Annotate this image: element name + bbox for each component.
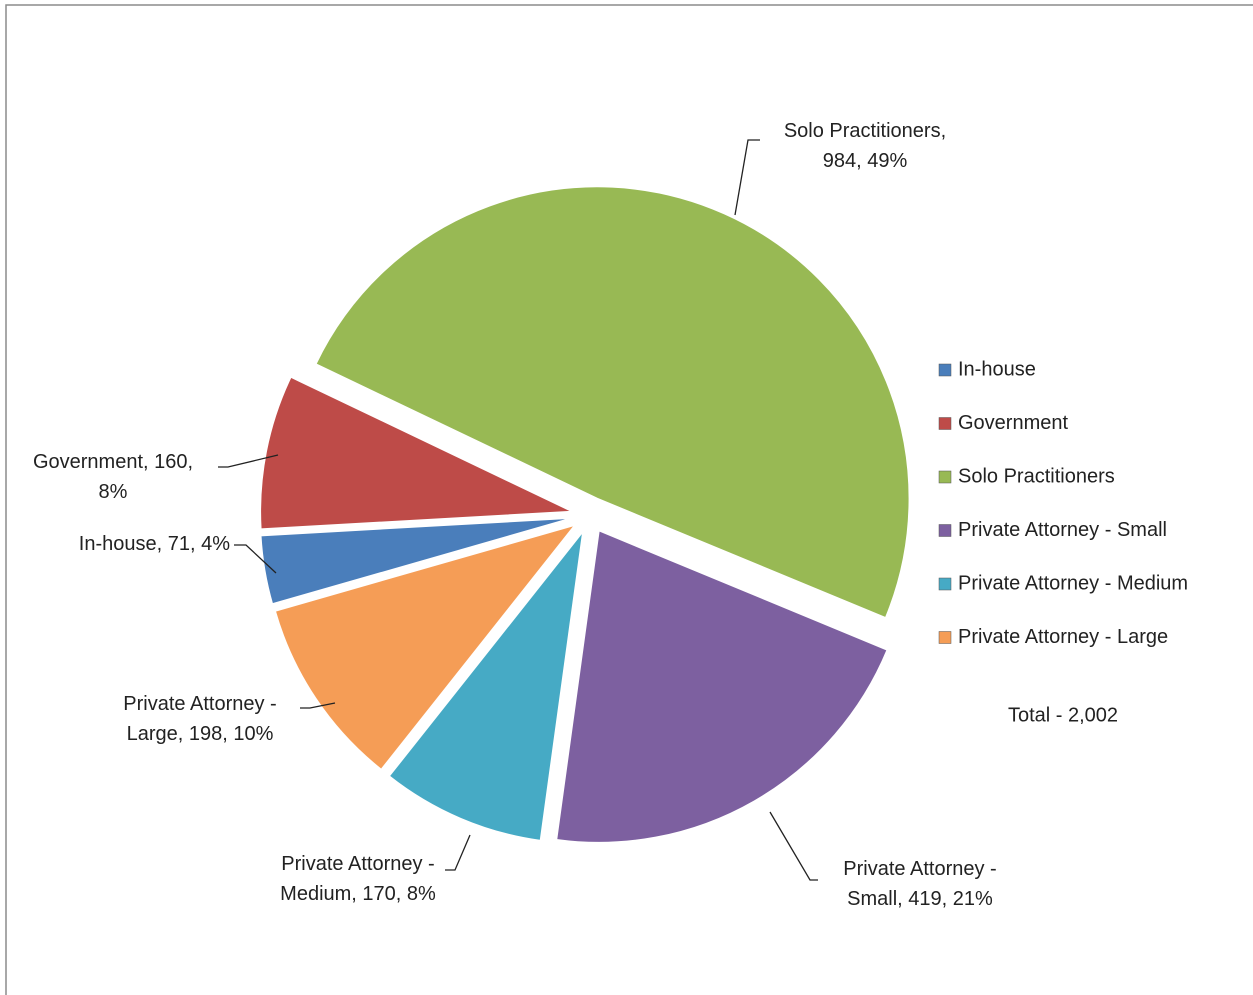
pie-slice	[555, 529, 889, 844]
data-label-line: 984, 49%	[823, 150, 908, 172]
data-label: Private Attorney - Medium, 170, 8%	[280, 853, 436, 905]
data-label-line: Small, 419, 21%	[847, 888, 993, 910]
data-label: Private Attorney - Small, 419, 21%	[843, 858, 996, 910]
data-label: In-house, 71, 4%	[79, 533, 230, 555]
pie-slice	[274, 523, 578, 771]
legend-label: In-house	[958, 358, 1036, 380]
data-label: Solo Practitioners, 984, 49%	[784, 120, 946, 172]
legend-swatch	[938, 577, 952, 591]
annotation: Total - 2,002	[1008, 704, 1118, 726]
leader-line	[234, 544, 277, 574]
leader-line	[769, 811, 818, 881]
data-label-line: Government, 160,	[33, 451, 193, 473]
leader-line	[300, 702, 336, 709]
legend-label: Solo Practitioners	[958, 465, 1115, 487]
legend-label: Government	[958, 412, 1068, 434]
legend-label: Private Attorney - Large	[958, 626, 1168, 648]
leader-line	[218, 454, 279, 468]
pie-slice	[388, 528, 585, 842]
data-label-line: Private Attorney -	[123, 693, 276, 715]
legend-swatch	[938, 631, 952, 644]
pie-slice	[259, 517, 573, 605]
data-label-line: Large, 198, 10%	[127, 723, 274, 745]
data-label-line: Solo Practitioners,	[784, 120, 946, 142]
data-label-line: 8%	[99, 481, 128, 503]
pie-slice	[259, 376, 573, 530]
legend-label: Private Attorney - Small	[958, 519, 1167, 541]
data-label: Private Attorney - Large, 198, 10%	[123, 693, 276, 745]
legend-swatch	[938, 363, 952, 377]
data-label-line: Private Attorney -	[281, 853, 434, 875]
data-label-line: Medium, 170, 8%	[280, 883, 436, 905]
data-label: Government, 160, 8%	[33, 451, 193, 503]
legend-swatch	[938, 470, 952, 484]
leader-line	[734, 139, 760, 216]
legend-label: Private Attorney - Medium	[958, 572, 1188, 594]
legend-swatch	[938, 524, 952, 537]
data-label-line: In-house, 71, 4%	[79, 533, 230, 555]
data-label-line: Private Attorney -	[843, 858, 996, 880]
pie-slice	[314, 185, 911, 619]
leader-line	[445, 834, 471, 871]
legend-swatch	[938, 417, 952, 430]
